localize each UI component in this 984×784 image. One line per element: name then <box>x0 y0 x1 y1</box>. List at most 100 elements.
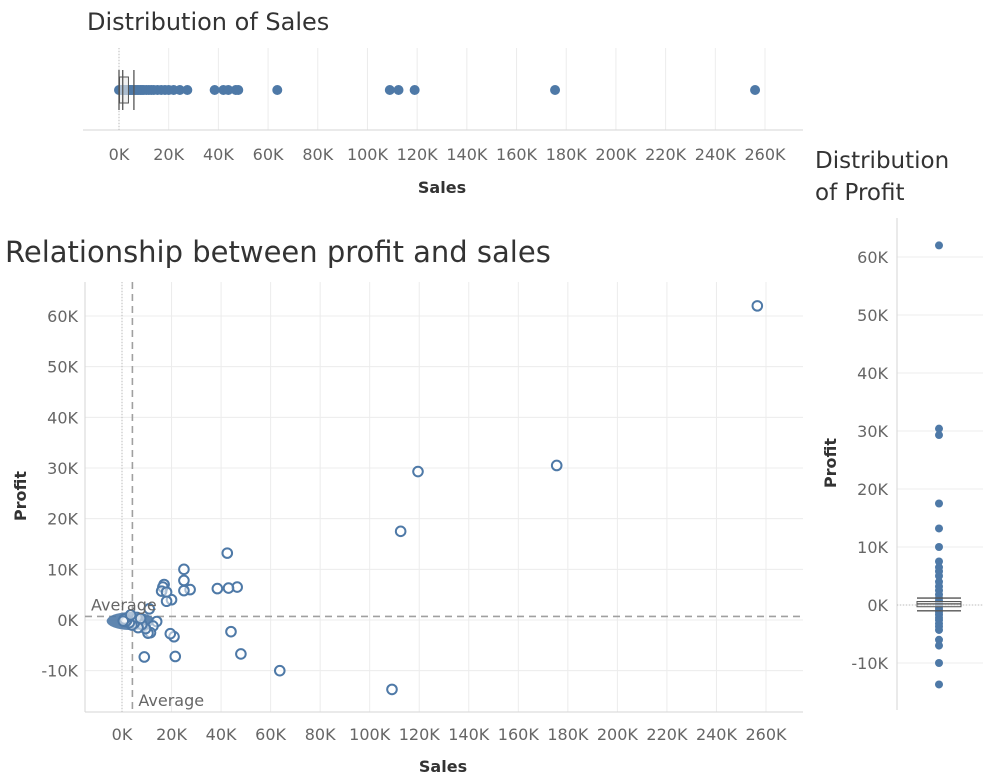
profit-dist-point <box>935 680 943 689</box>
sales-dist-point <box>409 85 420 95</box>
sales-dist-x-tick-label: 160K <box>496 145 538 164</box>
scatter-x-tick-label: 20K <box>156 725 187 744</box>
scatter-point <box>143 603 156 615</box>
sales-dist-point <box>384 85 395 95</box>
scatter-x-tick-label: 240K <box>696 725 738 744</box>
sales-average-label: Average <box>138 691 204 710</box>
scatter-point <box>134 612 147 625</box>
profit-dist-point <box>935 424 943 433</box>
profit-dist-point <box>935 543 943 551</box>
scatter-point <box>178 584 190 597</box>
scatter-y-tick-label: -10K <box>41 662 78 681</box>
scatter-point <box>394 525 407 538</box>
scatter-y-tick-label: 60K <box>47 307 78 326</box>
scatter-x-tick-label: 40K <box>206 725 237 744</box>
profit-dist-point <box>935 635 943 644</box>
scatter-x-tick-label: 120K <box>399 725 441 744</box>
scatter-y-tick-label: 50K <box>47 358 78 377</box>
scatter-point <box>386 683 398 696</box>
sales-dist-x-tick-label: 140K <box>446 145 488 164</box>
sales-dist-x-tick-label: 100K <box>347 145 389 164</box>
scatter-x-tick-label: 80K <box>305 725 336 744</box>
scatter-point <box>412 465 424 478</box>
profit-dist-y-tick-label: 50K <box>857 306 888 325</box>
sales-dist-point <box>272 85 283 95</box>
scatter-y-tick-label: 20K <box>47 510 78 529</box>
scatter-point <box>138 651 151 663</box>
scatter-point <box>225 625 237 638</box>
scatter-point <box>235 648 247 660</box>
scatter-x-tick-label: 260K <box>745 725 787 744</box>
sales-dist-point <box>174 85 185 95</box>
scatter-x-tick-label: 220K <box>646 725 688 744</box>
sales-dist-point <box>233 85 244 95</box>
scatter-point <box>273 664 286 677</box>
profit-dist-y-tick-label: 60K <box>857 248 888 267</box>
scatter-point <box>178 563 190 576</box>
scatter-x-axis-title: Sales <box>419 757 467 776</box>
scatter-point <box>751 300 764 312</box>
sales-dist-point <box>550 85 561 95</box>
profit-dist-y-tick-label: -10K <box>851 654 888 673</box>
sales-dist-x-tick-label: 0K <box>109 145 130 164</box>
sales-distribution-title: Distribution of Sales <box>87 8 330 36</box>
sales-dist-x-tick-label: 180K <box>546 145 588 164</box>
profit-dist-point <box>935 625 943 634</box>
profit-distribution-y-axis-title: Profit <box>821 438 840 488</box>
scatter-point <box>222 582 235 594</box>
scatter-point <box>164 627 177 640</box>
sales-dist-x-tick-label: 240K <box>695 145 737 164</box>
profit-dist-point <box>935 524 943 533</box>
profit-average-label: Average <box>91 595 157 614</box>
sales-dist-point <box>750 85 761 95</box>
profit-dist-point <box>935 241 943 250</box>
scatter-x-tick-label: 0K <box>112 725 133 744</box>
sales-dist-x-tick-label: 220K <box>645 145 687 164</box>
profit-dist-point <box>935 431 943 440</box>
sales-dist-x-tick-label: 20K <box>153 145 184 164</box>
scatter-x-tick-label: 100K <box>349 725 391 744</box>
sales-dist-point <box>209 85 220 95</box>
scatter-y-tick-label: 40K <box>47 408 78 427</box>
sales-dist-x-tick-label: 200K <box>595 145 637 164</box>
scatter-point <box>124 609 137 621</box>
scatter-point <box>117 615 130 627</box>
profit-dist-y-tick-label: 30K <box>857 422 888 441</box>
scatter-point <box>169 650 182 663</box>
sales-dist-x-tick-label: 80K <box>302 145 333 164</box>
profit-dist-point <box>935 572 943 580</box>
profit-dist-y-tick-label: 0K <box>867 596 888 615</box>
scatter-x-tick-label: 140K <box>448 725 490 744</box>
scatter-point <box>160 595 173 608</box>
sales-dist-x-tick-label: 120K <box>397 145 439 164</box>
sales-dist-point <box>223 85 234 95</box>
sales-dist-x-tick-label: 260K <box>744 145 786 164</box>
scatter-x-tick-label: 160K <box>498 725 540 744</box>
sales-dist-box <box>118 76 129 104</box>
profit-dist-y-tick-label: 20K <box>857 480 888 499</box>
scatter-point <box>178 574 190 587</box>
scatter-x-tick-label: 180K <box>547 725 589 744</box>
scatter-y-tick-label: 0K <box>57 611 78 630</box>
profit-dist-y-tick-label: 10K <box>857 538 888 557</box>
profit-dist-point <box>935 499 943 508</box>
scatter-title: Relationship between profit and sales <box>5 235 551 269</box>
sales-dist-x-tick-label: 40K <box>203 145 234 164</box>
sales-dist-point <box>182 85 193 95</box>
scatter-x-tick-label: 60K <box>255 725 286 744</box>
profit-dist-point <box>935 659 943 667</box>
sales-dist-point <box>393 85 404 95</box>
scatter-x-tick-label: 200K <box>597 725 639 744</box>
scatter-y-tick-label: 30K <box>47 459 78 478</box>
profit-distribution-title: Distribution of Profit <box>815 148 950 206</box>
scatter-point <box>550 459 563 472</box>
scatter-y-axis-title: Profit <box>11 471 30 521</box>
profit-dist-point <box>935 557 943 566</box>
scatter-point <box>211 582 224 595</box>
sales-distribution-x-axis-title: Sales <box>418 178 466 197</box>
profit-dist-point <box>935 641 943 650</box>
sales-dist-x-tick-label: 60K <box>253 145 284 164</box>
scatter-y-tick-label: 10K <box>47 560 78 579</box>
scatter-point <box>221 547 234 559</box>
